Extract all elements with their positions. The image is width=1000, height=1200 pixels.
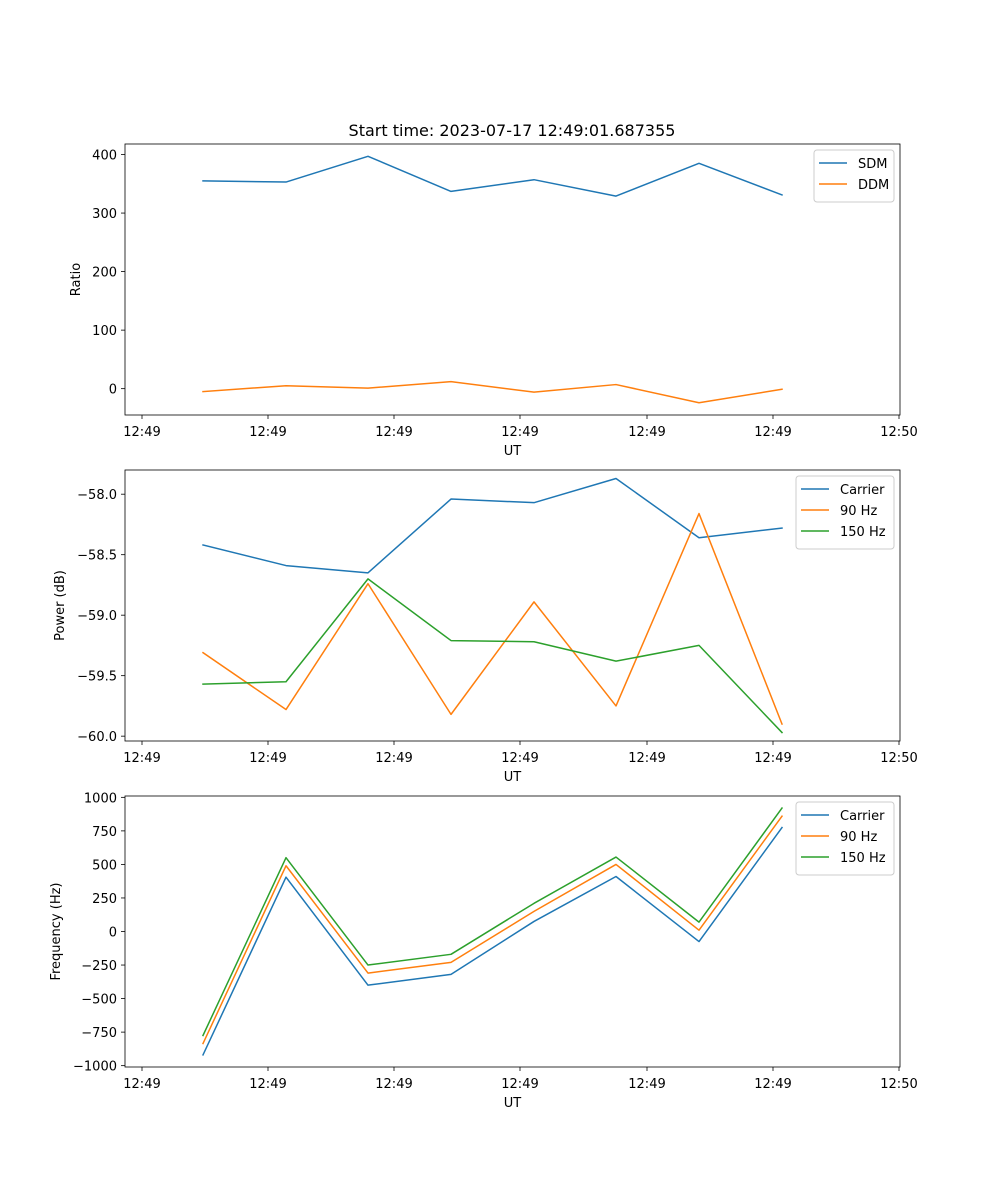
y-tick-label: 250 (92, 892, 117, 907)
x-tick-label: 12:49 (375, 751, 412, 766)
series-line-90-hz (201, 512, 783, 726)
x-tick-label: 12:49 (249, 1077, 286, 1092)
x-tick-label: 12:49 (123, 1077, 160, 1092)
y-tick-label: −60.0 (77, 730, 117, 745)
y-tick-label: −500 (81, 993, 117, 1008)
plot-frame (124, 143, 901, 416)
chart-panel-2: 12:49 12:49 12:49 12:49 12:49 12:49 12:50 −60.0… (53, 469, 918, 785)
series-line-90-hz (202, 815, 784, 1045)
legend-label-carrier: Carrier (840, 483, 885, 498)
y-tick-label: 100 (92, 324, 117, 339)
series-line-sdm (202, 155, 783, 197)
legend-label-sdm: SDM (858, 157, 887, 172)
chart-panel-3: 12:49 12:49 12:49 12:49 12:49 12:49 12:50 −1000… (49, 791, 918, 1111)
legend-label-carrier: Carrier (840, 809, 885, 824)
legend-label-ddm: DDM (858, 178, 889, 193)
y-tick-label: 1000 (84, 791, 117, 806)
y-tick-label: 300 (92, 207, 117, 222)
y-tick-label: −59.5 (77, 670, 117, 685)
x-tick-label: 12:49 (628, 1077, 665, 1092)
chart-panel-1: 12:49 12:49 12:49 12:49 12:49 12:49 12:50 0 100 2… (69, 143, 918, 459)
x-tick-label: 12:50 (880, 751, 917, 766)
legend-label-90-hz: 90 Hz (840, 830, 877, 845)
x-tick-label: 12:49 (501, 1077, 538, 1092)
y-tick-label: 0 (109, 926, 117, 941)
legend-label-150-hz: 150 Hz (840, 851, 886, 866)
x-tick-label: 12:49 (628, 751, 665, 766)
panels: 12:49 12:49 12:49 12:49 12:49 12:49 12:50 0 100 2… (49, 143, 918, 1111)
x-tick-label: 12:49 (754, 1077, 791, 1092)
plot-frame (124, 469, 901, 742)
x-tick-label: 12:49 (375, 1077, 412, 1092)
y-tick-label: −750 (81, 1026, 117, 1041)
y-tick-label: 200 (92, 266, 117, 281)
x-axis-label: UT (504, 1096, 522, 1111)
x-tick-label: 12:49 (375, 425, 412, 440)
x-tick-label: 12:50 (880, 425, 917, 440)
x-tick-label: 12:49 (754, 425, 791, 440)
x-tick-label: 12:49 (628, 425, 665, 440)
series-line-carrier (202, 477, 783, 574)
series-line-carrier (202, 826, 784, 1056)
y-tick-label: 500 (92, 858, 117, 873)
y-tick-label: −250 (81, 959, 117, 974)
y-axis-label: Frequency (Hz) (49, 882, 64, 980)
x-tick-label: 12:49 (754, 751, 791, 766)
x-axis-label: UT (504, 770, 522, 785)
y-axis-label: Power (dB) (53, 570, 68, 641)
series-line-150-hz (202, 807, 784, 1037)
y-tick-label: −58.0 (77, 488, 117, 503)
x-tick-label: 12:49 (501, 425, 538, 440)
x-tick-label: 12:49 (249, 751, 286, 766)
y-tick-label: −58.5 (77, 549, 117, 564)
y-tick-label: −59.0 (77, 609, 117, 624)
x-tick-label: 12:49 (123, 425, 160, 440)
series-line-ddm (202, 380, 783, 404)
y-axis-label: Ratio (69, 263, 84, 296)
legend: Carrier 90 Hz 150 Hz (795, 801, 895, 876)
y-tick-label: 750 (92, 825, 117, 840)
x-tick-label: 12:50 (880, 1077, 917, 1092)
y-tick-label: −1000 (73, 1060, 117, 1075)
legend-label-90-hz: 90 Hz (840, 504, 877, 519)
legend-label-150-hz: 150 Hz (840, 525, 886, 540)
x-tick-label: 12:49 (123, 751, 160, 766)
x-tick-label: 12:49 (249, 425, 286, 440)
figure-title: Start time: 2023-07-17 12:49:01.687355 (349, 121, 676, 140)
x-axis-label: UT (504, 444, 522, 459)
series-line-150-hz (202, 578, 784, 734)
y-tick-label: 400 (92, 149, 117, 164)
y-tick-label: 0 (109, 383, 117, 398)
legend: SDM DDM (813, 149, 895, 203)
x-tick-label: 12:49 (501, 751, 538, 766)
legend: Carrier 90 Hz 150 Hz (795, 475, 895, 550)
